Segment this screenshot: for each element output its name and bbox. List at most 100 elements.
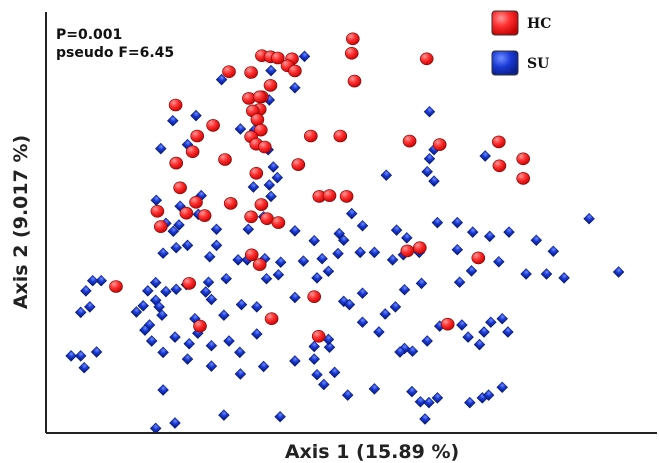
point-su-97	[251, 301, 263, 313]
point-hc-64	[311, 329, 326, 343]
point-hc-25	[185, 145, 200, 158]
point-hc-10	[222, 65, 236, 78]
legend-label-su: SU	[527, 56, 549, 72]
point-su-41	[431, 216, 444, 229]
point-su-40	[401, 232, 413, 244]
point-su-132	[257, 360, 270, 373]
point-hc-27	[303, 129, 318, 143]
point-hc-58	[182, 277, 196, 290]
point-su-23	[265, 190, 277, 203]
point-su-84	[95, 274, 107, 287]
point-su-101	[356, 287, 369, 299]
point-hc-63	[264, 312, 279, 326]
point-su-148	[311, 368, 323, 381]
point-su-142	[74, 350, 87, 362]
point-su-52	[157, 247, 169, 259]
point-hc-12	[263, 79, 278, 92]
point-hc-32	[249, 167, 264, 180]
point-su-161	[419, 413, 431, 425]
point-su-164	[274, 410, 286, 423]
point-su-125	[183, 338, 195, 350]
point-su-38	[337, 234, 350, 247]
point-su-82	[160, 285, 172, 298]
point-su-166	[149, 422, 162, 435]
point-su-102	[398, 283, 411, 296]
point-su-19	[267, 161, 280, 173]
point-hc-15	[252, 90, 267, 104]
point-su-72	[612, 266, 625, 278]
point-su-42	[451, 216, 464, 229]
point-hc-50	[516, 152, 531, 166]
point-su-140	[90, 346, 103, 358]
point-su-96	[235, 298, 248, 311]
point-hc-36	[339, 190, 354, 203]
point-su-62	[354, 246, 366, 259]
point-hc-0	[345, 32, 360, 46]
point-hc-49	[491, 135, 506, 149]
point-su-121	[406, 345, 419, 357]
point-su-48	[386, 254, 399, 266]
point-su-43	[466, 226, 479, 238]
point-su-108	[356, 316, 369, 328]
pseudo-f-annotation: pseudo F=6.45	[56, 45, 174, 61]
point-su-112	[456, 319, 468, 331]
point-su-105	[453, 276, 466, 288]
point-su-15	[479, 150, 491, 162]
point-su-162	[169, 417, 181, 429]
point-su-51	[170, 241, 182, 254]
legend: HC SU	[491, 10, 551, 76]
point-hc-3	[419, 52, 434, 66]
point-su-66	[547, 245, 560, 258]
point-hc-56	[244, 248, 259, 262]
point-su-37	[333, 227, 345, 240]
point-su-146	[84, 301, 96, 313]
point-su-92	[205, 293, 218, 306]
point-su-54	[203, 251, 216, 263]
point-su-98	[289, 291, 301, 304]
point-su-165	[157, 384, 169, 396]
point-hc-37	[189, 196, 203, 209]
legend-item-hc: HC	[491, 10, 551, 36]
point-hc-41	[179, 206, 194, 220]
point-su-60	[316, 252, 328, 265]
point-su-70	[558, 272, 570, 284]
point-hc-28	[333, 129, 348, 143]
point-su-49	[167, 225, 180, 238]
point-hc-60	[440, 317, 455, 331]
point-hc-54	[412, 241, 427, 254]
point-su-134	[323, 341, 336, 354]
point-su-93	[218, 309, 230, 321]
point-su-1	[215, 73, 228, 86]
point-su-144	[74, 306, 87, 319]
point-su-16	[421, 165, 433, 178]
point-su-111	[421, 335, 433, 347]
point-su-14	[423, 153, 436, 165]
point-su-114	[478, 326, 490, 338]
point-hc-2	[347, 74, 362, 88]
point-su-100	[343, 298, 356, 311]
point-su-25	[150, 194, 163, 207]
point-hc-47	[402, 134, 417, 148]
point-su-131	[234, 346, 246, 359]
point-hc-9	[288, 64, 302, 78]
point-su-139	[157, 346, 169, 359]
point-su-127	[139, 324, 151, 336]
point-su-17	[428, 175, 440, 187]
point-su-138	[181, 353, 194, 365]
point-hc-48	[432, 138, 447, 151]
point-su-107	[379, 308, 391, 320]
point-hc-31	[291, 158, 306, 171]
point-su-85	[86, 274, 99, 287]
point-su-123	[223, 335, 235, 347]
point-hc-42	[197, 209, 212, 222]
point-su-29	[173, 219, 185, 231]
point-su-89	[130, 306, 143, 318]
point-su-150	[328, 366, 341, 379]
y-axis-title: Axis 2 (9.017 %)	[10, 135, 32, 309]
point-hc-20	[253, 123, 268, 137]
point-su-135	[322, 333, 335, 346]
point-hc-40	[150, 205, 165, 218]
point-hc-29	[218, 153, 232, 166]
point-hc-19	[250, 113, 265, 126]
point-su-21	[263, 179, 276, 191]
